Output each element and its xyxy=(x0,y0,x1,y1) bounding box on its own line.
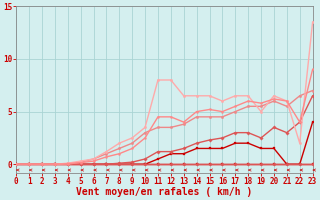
X-axis label: Vent moyen/en rafales ( km/h ): Vent moyen/en rafales ( km/h ) xyxy=(76,187,252,197)
